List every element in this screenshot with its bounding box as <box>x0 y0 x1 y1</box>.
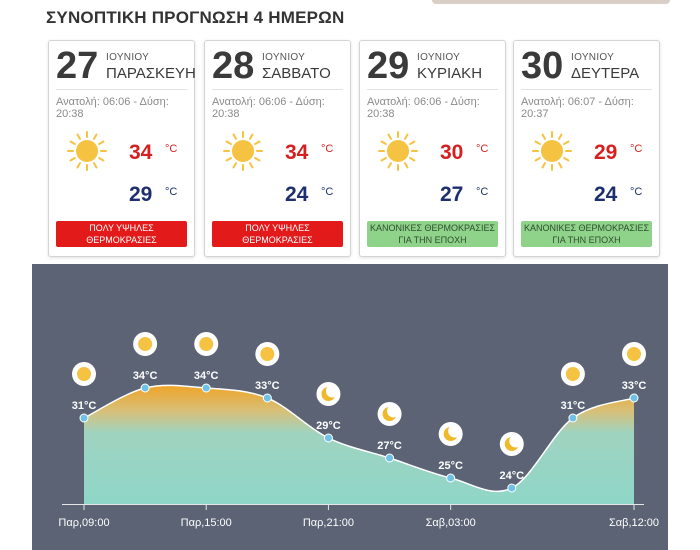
badge-line: ΠΟΛΥ ΥΨΗΛΕΣ ΘΕΡΜΟΚΡΑΣΙΕΣ <box>86 223 157 245</box>
month-label: ΙΟΥΝΙΟΥ <box>571 52 615 63</box>
sun-icon <box>72 362 96 386</box>
day-number: 28 <box>212 45 255 87</box>
temperature-status-badge: ΚΑΝΟΝΙΚΕΣ ΘΕΡΜΟΚΡΑΣΙΕΣ ΓΙΑ ΤΗΝ ΕΠΟΧΗ <box>521 221 652 247</box>
badge-line: ΓΙΑ ΤΗΝ ΕΠΟΧΗ <box>398 235 467 245</box>
data-point[interactable] <box>568 413 578 423</box>
month-label: ΙΟΥΝΙΟΥ <box>262 52 306 63</box>
divider <box>521 89 652 90</box>
sun-icon <box>255 342 280 366</box>
x-tick-label: Παρ,15:00 <box>181 517 232 529</box>
weekday-label: ΔΕΥΤΕΡΑ <box>571 65 640 82</box>
sun-icon <box>622 342 646 366</box>
data-point[interactable] <box>507 483 517 493</box>
temperature-status-badge: ΠΟΛΥ ΥΨΗΛΕΣ ΘΕΡΜΟΚΡΑΣΙΕΣ ΓΙΑ ΤΗΝ ΕΠΟΧΗ <box>56 221 187 257</box>
weekday-label: ΣΑΒΒΑΤΟ <box>262 65 331 82</box>
temperature-line <box>83 384 635 493</box>
sun-icon <box>133 332 158 356</box>
sun-icon <box>560 362 585 386</box>
badge-line: ΓΙΑ ΤΗΝ ΕΠΟΧΗ <box>87 247 156 257</box>
max-temperature: 34 <box>285 141 309 164</box>
badge-line: ΓΙΑ ΤΗΝ ΕΠΟΧΗ <box>243 247 312 257</box>
min-temperature: 27 <box>440 183 464 206</box>
min-temperature: 24 <box>594 183 618 206</box>
divider <box>367 89 498 90</box>
day-number: 30 <box>521 45 564 87</box>
max-temperature-unit: °C <box>321 143 334 155</box>
moon-icon <box>316 382 341 406</box>
section-title: ΣΥΝΟΠΤΙΚΗ ΠΡΟΓΝΩΣΗ 4 ΗΜΕΡΩΝ <box>46 8 345 27</box>
x-tick-label: Παρ,21:00 <box>303 517 354 529</box>
sunrise-sunset: Ανατολή: 06:06 - Δύση: 20:38 <box>212 96 325 120</box>
data-label: 33°C <box>255 380 280 392</box>
data-point[interactable] <box>79 413 89 423</box>
min-temperature-unit: °C <box>321 186 334 198</box>
data-label: 31°C <box>561 400 586 412</box>
data-label: 25°C <box>438 460 463 472</box>
data-label: 34°C <box>194 370 219 382</box>
max-temperature: 30 <box>440 141 464 164</box>
temperature-status-badge: ΚΑΝΟΝΙΚΕΣ ΘΕΡΜΟΚΡΑΣΙΕΣ ΓΙΑ ΤΗΝ ΕΠΟΧΗ <box>367 221 498 247</box>
max-temperature-unit: °C <box>630 143 643 155</box>
min-temperature-unit: °C <box>165 186 178 198</box>
moon-icon <box>377 402 402 426</box>
moon-icon <box>499 432 524 456</box>
max-temperature-unit: °C <box>165 143 178 155</box>
data-point[interactable] <box>385 453 395 463</box>
chart-canvas: Παρ,09:00 Παρ,15:00 Παρ,21:00 Σαβ,03:00 Σαβ,… <box>58 332 659 529</box>
max-temperature: 29 <box>594 141 618 164</box>
badge-line: ΚΑΝΟΝΙΚΕΣ ΘΕΡΜΟΚΡΑΣΙΕΣ <box>369 223 496 233</box>
forecast-cards: 27 ΙΟΥΝΙΟΥ ΠΑΡΑΣΚΕΥΗ Ανατολή: 06:06 - Δύ… <box>48 40 666 257</box>
hourly-temperature-chart: Παρ,09:00 Παρ,15:00 Παρ,21:00 Σαβ,03:00 Σαβ,… <box>32 264 668 550</box>
sunrise-sunset: Ανατολή: 06:06 - Δύση: 20:38 <box>56 96 169 120</box>
day-card[interactable]: 27 ΙΟΥΝΙΟΥ ΠΑΡΑΣΚΕΥΗ Ανατολή: 06:06 - Δύ… <box>48 40 196 257</box>
badge-line: ΓΙΑ ΤΗΝ ΕΠΟΧΗ <box>552 235 621 245</box>
weekday-label: ΚΥΡΙΑΚΗ <box>417 65 483 82</box>
divider <box>56 89 187 90</box>
sun-icon <box>378 131 418 171</box>
data-point[interactable] <box>140 383 150 393</box>
day-number: 27 <box>56 45 99 87</box>
max-temperature: 34 <box>129 141 153 164</box>
data-point[interactable] <box>323 433 333 443</box>
sunrise-sunset: Ανατολή: 06:06 - Δύση: 20:38 <box>367 96 480 120</box>
data-point[interactable] <box>262 393 272 403</box>
min-temperature: 24 <box>285 183 309 206</box>
data-label: 31°C <box>72 400 97 412</box>
day-number: 29 <box>367 45 410 87</box>
month-label: ΙΟΥΝΙΟΥ <box>417 52 461 63</box>
data-label: 29°C <box>316 420 341 432</box>
moon-icon <box>438 422 463 446</box>
divider <box>212 89 343 90</box>
data-point[interactable] <box>201 383 211 393</box>
temperature-status-badge: ΠΟΛΥ ΥΨΗΛΕΣ ΘΕΡΜΟΚΡΑΣΙΕΣ ΓΙΑ ΤΗΝ ΕΠΟΧΗ <box>212 221 343 257</box>
x-tick-label: Σαβ,12:00 <box>609 517 659 529</box>
min-temperature-unit: °C <box>476 186 489 198</box>
min-temperature: 29 <box>129 183 153 206</box>
sunrise-sunset: Ανατολή: 06:07 - Δύση: 20:37 <box>521 96 634 120</box>
badge-line: ΠΟΛΥ ΥΨΗΛΕΣ ΘΕΡΜΟΚΡΑΣΙΕΣ <box>242 223 313 245</box>
badge-line: ΚΑΝΟΝΙΚΕΣ ΘΕΡΜΟΚΡΑΣΙΕΣ <box>523 223 650 233</box>
sun-icon <box>67 131 107 171</box>
x-tick-label: Παρ,09:00 <box>58 517 109 529</box>
max-temperature-unit: °C <box>476 143 489 155</box>
day-card[interactable]: 30 ΙΟΥΝΙΟΥ ΔΕΥΤΕΡΑ Ανατολή: 06:07 - Δύση… <box>513 40 660 257</box>
weekday-label: ΠΑΡΑΣΚΕΥΗ <box>106 65 196 82</box>
data-point[interactable] <box>629 393 639 403</box>
data-point[interactable] <box>446 473 456 483</box>
sun-icon <box>532 131 572 171</box>
top-decor-bar <box>432 0 670 4</box>
x-tick-label: Σαβ,03:00 <box>426 517 476 529</box>
data-label: 33°C <box>622 380 647 392</box>
day-card[interactable]: 29 ΙΟΥΝΙΟΥ ΚΥΡΙΑΚΗ Ανατολή: 06:06 - Δύση… <box>359 40 506 257</box>
data-label: 27°C <box>377 440 402 452</box>
day-card[interactable]: 28 ΙΟΥΝΙΟΥ ΣΑΒΒΑΤΟ Ανατολή: 06:06 - Δύση… <box>204 40 351 257</box>
data-label: 34°C <box>133 370 158 382</box>
month-label: ΙΟΥΝΙΟΥ <box>106 52 150 63</box>
data-label: 24°C <box>499 470 524 482</box>
temperature-area <box>84 385 634 504</box>
sun-icon <box>194 332 219 356</box>
sun-icon <box>223 131 263 171</box>
min-temperature-unit: °C <box>630 186 643 198</box>
